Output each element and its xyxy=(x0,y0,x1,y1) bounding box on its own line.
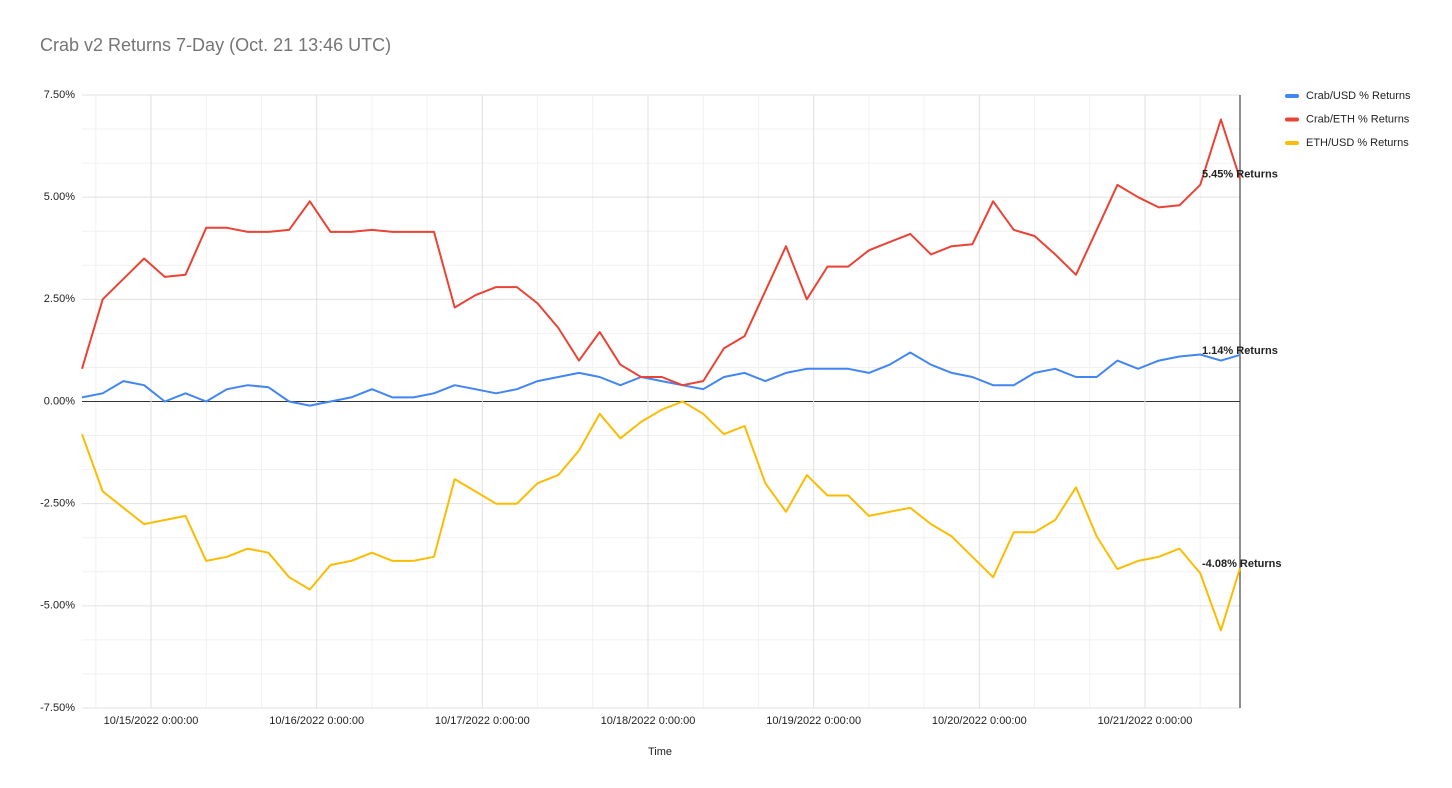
legend-label: Crab/USD % Returns xyxy=(1306,90,1411,102)
y-tick-label: 7.50% xyxy=(44,89,75,101)
legend-swatch xyxy=(1285,117,1299,122)
x-tick-label: 10/19/2022 0:00:00 xyxy=(766,715,861,727)
annotation: -4.08% Returns xyxy=(1202,558,1281,570)
x-tick-label: 10/20/2022 0:00:00 xyxy=(932,715,1027,727)
y-tick-label: -5.00% xyxy=(40,600,75,612)
y-tick-label: -7.50% xyxy=(40,702,75,714)
legend-label: ETH/USD % Returns xyxy=(1306,137,1409,149)
legend-swatch xyxy=(1285,141,1299,145)
x-tick-label: 10/15/2022 0:00:00 xyxy=(104,715,199,727)
x-axis-label: Time xyxy=(648,746,672,758)
chart-title: Crab v2 Returns 7-Day (Oct. 21 13:46 UTC… xyxy=(40,35,391,55)
legend-label: Crab/ETH % Returns xyxy=(1306,113,1410,125)
series-line xyxy=(81,118,1241,387)
annotation: 5.45% Returns xyxy=(1202,169,1278,181)
x-tick-label: 10/16/2022 0:00:00 xyxy=(269,715,364,727)
series-line xyxy=(81,400,1241,632)
x-tick-label: 10/21/2022 0:00:00 xyxy=(1098,715,1193,727)
y-tick-label: 5.00% xyxy=(44,191,75,203)
x-tick-label: 10/17/2022 0:00:00 xyxy=(435,715,530,727)
y-tick-label: 0.00% xyxy=(44,395,75,407)
annotation: 1.14% Returns xyxy=(1202,345,1278,357)
legend-swatch xyxy=(1285,94,1299,98)
y-tick-label: 2.50% xyxy=(44,293,75,305)
x-tick-label: 10/18/2022 0:00:00 xyxy=(601,715,696,727)
series-line xyxy=(81,351,1241,407)
y-tick-label: -2.50% xyxy=(40,498,75,510)
